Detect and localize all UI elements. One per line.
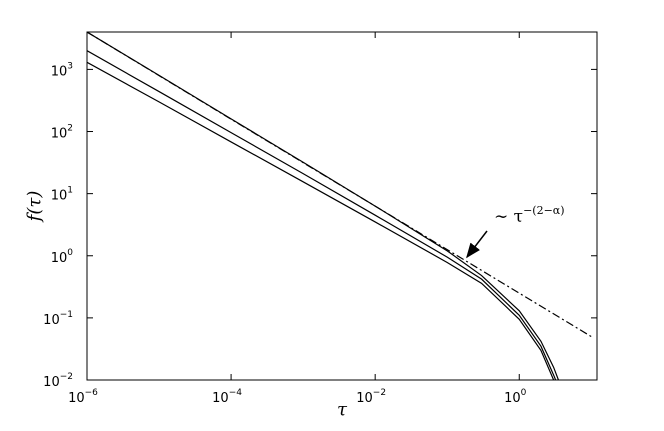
- x-tick-label-base: 10: [356, 391, 373, 406]
- annotation-text: ∼ τ: [494, 207, 523, 227]
- annotation-arrow: [466, 230, 488, 259]
- annotation: ∼ τ−(2−α): [494, 204, 565, 227]
- y-tick-label: 100: [51, 248, 74, 266]
- x-tick-label-exp: −4: [229, 388, 243, 398]
- y-tick-label: 10−1: [43, 310, 73, 328]
- y-tick-label-exp: −1: [60, 310, 73, 320]
- series-line: [87, 61, 555, 380]
- y-tick-label-exp: 2: [67, 124, 73, 134]
- x-tick-label-exp: 0: [521, 388, 527, 398]
- y-tick-label-exp: 1: [67, 186, 73, 196]
- y-tick-label-exp: 0: [67, 248, 73, 258]
- plot-frame: [86, 31, 598, 381]
- y-tick-label-base: 10: [43, 375, 60, 390]
- y-tick-label-base: 10: [43, 313, 60, 328]
- x-tick-label: 10−2: [356, 388, 386, 406]
- y-tick-label-base: 10: [51, 251, 68, 266]
- x-tick-label-base: 10: [504, 391, 521, 406]
- y-axis-label: f(τ): [24, 191, 45, 224]
- x-axis-label: τ: [337, 399, 348, 420]
- series-line: [87, 32, 560, 380]
- x-tick-label-exp: −2: [373, 388, 386, 398]
- x-tick-label-base: 10: [212, 391, 229, 406]
- y-tick-label-base: 10: [51, 64, 68, 79]
- y-tick-label-exp: −2: [60, 372, 73, 382]
- x-tick-label: 10−4: [212, 388, 242, 406]
- x-tick-label-exp: −6: [85, 388, 99, 398]
- y-tick-label-exp: 3: [67, 61, 73, 71]
- y-tick-label-base: 10: [51, 127, 68, 142]
- y-tick-label: 103: [51, 61, 73, 79]
- y-tick-label: 101: [51, 186, 73, 204]
- x-tick-label: 100: [504, 388, 527, 406]
- x-tick-label: 10−6: [68, 388, 98, 406]
- y-tick-label: 102: [51, 124, 73, 142]
- series-line: [87, 50, 557, 380]
- y-tick-label-base: 10: [51, 189, 68, 204]
- y-tick-label: 10−2: [43, 372, 73, 390]
- annotation-exp: −(2−α): [523, 204, 564, 217]
- series-line: [87, 32, 592, 338]
- x-tick-label-base: 10: [68, 391, 85, 406]
